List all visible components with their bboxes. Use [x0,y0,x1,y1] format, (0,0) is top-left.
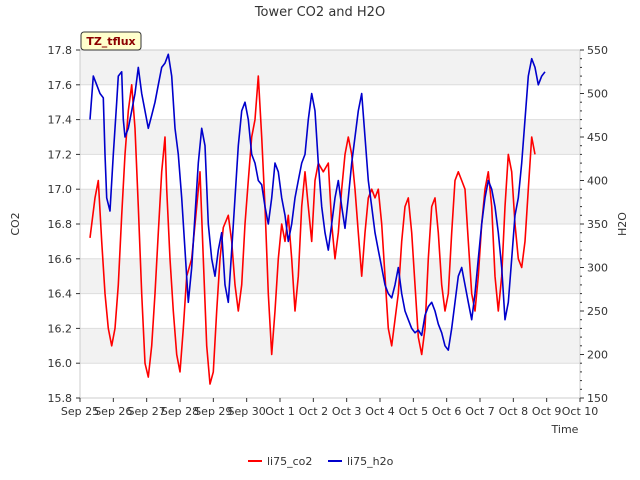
x-tick-label: Sep 26 [94,405,132,418]
series-line-li75_co2 [89,75,536,385]
y-left-axis-label: CO2 [9,212,22,235]
x-axis-label: Time [551,423,579,436]
y-left-tick-label: 17.6 [48,79,73,92]
y-right-tick-label: 300 [587,262,608,275]
x-tick-label: Oct 8 [499,405,529,418]
y-right-tick-label: 250 [587,305,608,318]
y-right-tick-label: 350 [587,218,608,231]
y-left-tick-label: 15.8 [48,392,73,405]
y-right-tick-label: 550 [587,44,608,57]
y-left-tick-label: 16.2 [48,322,73,335]
y-right-tick-label: 400 [587,175,608,188]
y-right-tick-label: 150 [587,392,608,405]
plot-band [80,119,580,155]
x-tick-label: Sep 30 [228,405,266,418]
y-left-tick-label: 17.2 [48,148,73,161]
y-right-tick-label: 500 [587,88,608,101]
y-right-axis-ticks: 150 200 250 300 350 400 450 500 550 [580,44,608,405]
annotation-box-frame [80,31,142,51]
x-tick-label: Oct 6 [432,405,462,418]
annotation-label: TZ_tflux [86,35,135,48]
y-left-tick-label: 16.6 [48,253,73,266]
y-left-tick-label: 17.0 [48,183,73,196]
x-tick-label: Sep 25 [61,405,99,418]
y-right-axis-label: H2O [616,212,629,236]
y-left-tick-label: 16.0 [48,357,73,370]
y-left-axis-ticks: 15.8 16.0 16.2 16.4 16.6 16.8 17.0 17.2 17.4 17.6… [48,44,80,405]
x-tick-label: Sep 29 [194,405,232,418]
legend: li75_co2 li75_h2o [248,455,394,468]
series-line-li75_h2o [89,53,546,351]
x-tick-label: Oct 3 [332,405,362,418]
x-tick-label: Oct 1 [265,405,295,418]
x-tick-label: Oct 9 [532,405,562,418]
chart-title: Tower CO2 and H2O [254,5,385,20]
legend-label-co2: li75_co2 [267,455,312,468]
x-tick-label: Oct 10 [562,405,599,418]
y-right-tick-label: 450 [587,131,608,144]
y-left-tick-label: 17.4 [48,114,73,127]
y-left-tick-label: 16.4 [48,288,73,301]
y-left-tick-label: 16.8 [48,218,73,231]
y-left-tick-label: 17.8 [48,44,73,57]
x-tick-label: Oct 5 [399,405,429,418]
x-tick-label: Sep 27 [128,405,166,418]
x-tick-label: Oct 4 [365,405,395,418]
y-right-tick-label: 200 [587,349,608,362]
plot-band [80,328,580,364]
plot-band [80,50,580,85]
annotation-box: TZ_tflux [80,31,142,51]
x-tick-label: Oct 7 [465,405,495,418]
x-tick-label: Sep 28 [161,405,199,418]
x-tick-label: Oct 2 [299,405,329,418]
series-lines [89,53,546,385]
legend-label-h2o: li75_h2o [347,455,394,468]
